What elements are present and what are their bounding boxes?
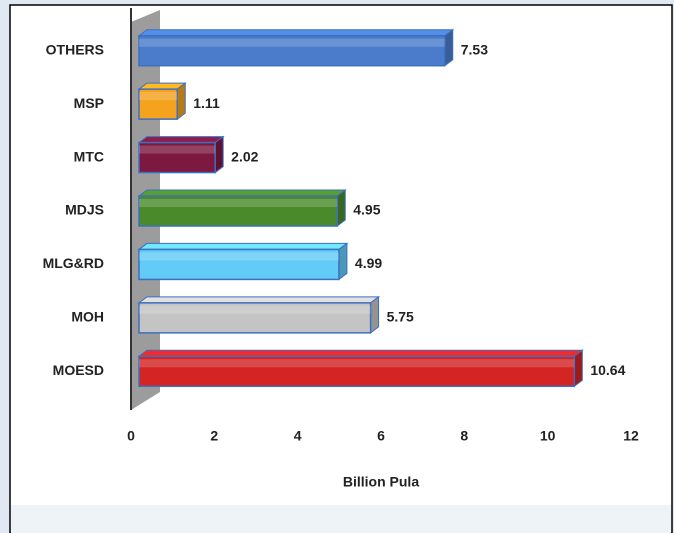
x-tick-label: 10	[540, 428, 556, 444]
bar-top	[137, 242, 349, 250]
bar-side	[338, 242, 348, 281]
bar	[138, 302, 372, 334]
bar-top	[137, 349, 584, 357]
bar-side	[176, 82, 186, 121]
bar	[138, 248, 340, 281]
bar-side	[444, 28, 454, 67]
value-label: 5.75	[387, 309, 414, 325]
bar	[138, 88, 178, 120]
bar-shine	[139, 92, 178, 101]
bar-shine	[139, 145, 216, 154]
bar-side	[573, 349, 583, 388]
bar-shine	[139, 359, 575, 368]
bar-side	[370, 295, 380, 334]
y-tick-label: MDJS	[65, 202, 104, 218]
x-tick-label: 2	[210, 428, 218, 444]
chart-footer-band	[11, 505, 671, 533]
bar	[138, 141, 216, 174]
y-tick-label: MOESD	[53, 362, 104, 378]
bar	[138, 355, 576, 388]
bar-shine	[139, 38, 445, 47]
bar-side	[214, 135, 224, 174]
bar-top	[137, 29, 455, 37]
value-label: 7.53	[461, 41, 488, 57]
bar-side	[336, 189, 346, 227]
y-tick-label: MLG&RD	[43, 255, 104, 271]
value-label: 4.95	[353, 202, 380, 218]
bar	[138, 34, 446, 67]
bar-shine	[139, 305, 371, 314]
value-label: 1.11	[193, 95, 220, 111]
y-tick-label: MTC	[74, 148, 104, 164]
x-tick-label: 8	[460, 428, 468, 444]
y-tick-label: OTHERS	[46, 41, 104, 57]
x-axis-label: Billion Pula	[343, 474, 419, 490]
x-tick-label: 12	[623, 428, 639, 444]
x-tick-label: 0	[127, 428, 135, 444]
value-label: 4.99	[355, 255, 382, 271]
bar-top	[137, 296, 381, 304]
bar-top	[137, 189, 347, 197]
x-tick-label: 4	[294, 428, 302, 444]
y-tick-label: MOH	[71, 309, 104, 325]
bar-top	[137, 136, 225, 144]
bar	[138, 195, 338, 227]
value-label: 2.02	[231, 148, 258, 164]
bar-shine	[139, 252, 339, 261]
y-tick-label: MSP	[74, 95, 104, 111]
x-tick-label: 6	[377, 428, 385, 444]
value-label: 10.64	[590, 362, 625, 378]
bar-shine	[139, 199, 338, 207]
